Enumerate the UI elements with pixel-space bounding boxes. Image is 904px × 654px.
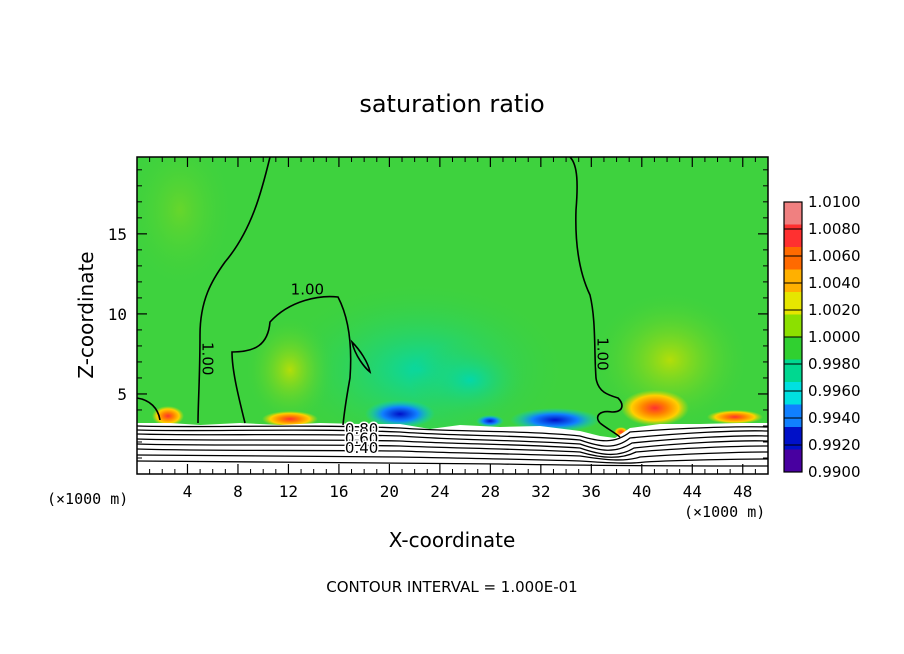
colorbar-label: 0.9980 xyxy=(808,355,861,373)
colorbar-swatch xyxy=(784,404,802,428)
colorbar-label: 1.0020 xyxy=(808,301,861,319)
y-tick-label: 15 xyxy=(108,225,127,244)
x-tick-label: 16 xyxy=(329,482,348,501)
field-cyan-core xyxy=(410,340,530,420)
colorbar-swatch xyxy=(784,382,802,405)
colorbar-swatch xyxy=(784,427,802,450)
colorbar-label: 1.0100 xyxy=(808,193,861,211)
colorbar-swatch xyxy=(784,202,802,225)
field-supersat-3 xyxy=(621,390,689,426)
field-supersat-2 xyxy=(262,411,318,427)
field-warm-region-top xyxy=(137,157,235,290)
contour-label: 0.80 xyxy=(345,420,378,438)
field-dry-core-2 xyxy=(510,408,600,432)
colorbar-swatch xyxy=(784,269,802,293)
field-supersat-1 xyxy=(152,406,184,426)
y-axis-label: Z-coordinate xyxy=(74,251,98,378)
x-tick-label: 12 xyxy=(279,482,298,501)
lower-white-layer xyxy=(137,423,768,474)
x-axis-unit-right: (×1000 m) xyxy=(684,503,765,521)
x-tick-label: 44 xyxy=(683,482,702,501)
colorbar-swatch xyxy=(784,224,802,248)
x-axis-unit-left: (×1000 m) xyxy=(47,490,128,508)
chart-title: saturation ratio xyxy=(359,90,544,118)
contour-label: 0.40 xyxy=(345,439,378,457)
field-dry-core-3 xyxy=(476,415,504,427)
colorbar-label: 0.9920 xyxy=(808,436,861,454)
field-shading: 1.00 1.00 1.00 0.800.600.40 xyxy=(137,157,768,474)
y-axis: 5 10 15 xyxy=(108,169,768,459)
y-tick-label: 5 xyxy=(117,385,127,404)
colorbar-label: 0.9940 xyxy=(808,409,861,427)
x-axis-label: X-coordinate xyxy=(389,528,516,552)
colorbar-swatch xyxy=(784,449,802,473)
field-warm-region-left xyxy=(245,315,335,425)
colorbar-label: 1.0060 xyxy=(808,247,861,265)
x-tick-label: 48 xyxy=(733,482,752,501)
y-tick-label: 10 xyxy=(108,305,127,324)
x-tick-label: 40 xyxy=(632,482,651,501)
colorbar-label: 0.9960 xyxy=(808,382,861,400)
colorbar-swatch xyxy=(784,359,802,383)
colorbar-label: 0.9900 xyxy=(808,463,861,481)
field-dry-core-1 xyxy=(365,400,435,428)
contour-label: 1.00 xyxy=(291,281,324,299)
field-supersat-4 xyxy=(707,410,763,424)
colorbar-swatch xyxy=(784,314,802,338)
lower-contours xyxy=(137,425,768,467)
colorbar-swatch xyxy=(784,292,802,315)
x-tick-label: 32 xyxy=(531,482,550,501)
x-tick-label: 4 xyxy=(183,482,193,501)
contour-interval-note: CONTOUR INTERVAL = 1.000E-01 xyxy=(326,578,577,596)
contour-label: 0.60 xyxy=(345,430,378,448)
colorbar-swatch xyxy=(784,337,802,360)
colorbar-label: 1.0040 xyxy=(808,274,861,292)
x-tick-label: 20 xyxy=(380,482,399,501)
contour-labels: 1.00 1.00 1.00 0.800.600.40 xyxy=(197,279,613,459)
field-warm-region-right xyxy=(590,290,750,430)
colorbar-swatch xyxy=(784,247,802,270)
contour-label: 1.00 xyxy=(199,342,217,375)
colorbar: 1.0100 1.0080 1.0060 1.0040 1.0020 1.0000 0.99… xyxy=(783,193,861,481)
contour-label: 1.00 xyxy=(594,337,612,370)
x-axis: 4 8 12 16 20 24 28 32 36 40 44 48 xyxy=(149,157,756,501)
x-tick-label: 8 xyxy=(233,482,243,501)
x-tick-label: 28 xyxy=(481,482,500,501)
contours-1-00 xyxy=(137,157,623,438)
x-tick-label: 36 xyxy=(582,482,601,501)
colorbar-label: 1.0080 xyxy=(808,220,861,238)
x-tick-label: 24 xyxy=(430,482,449,501)
colorbar-label: 1.0000 xyxy=(808,328,861,346)
